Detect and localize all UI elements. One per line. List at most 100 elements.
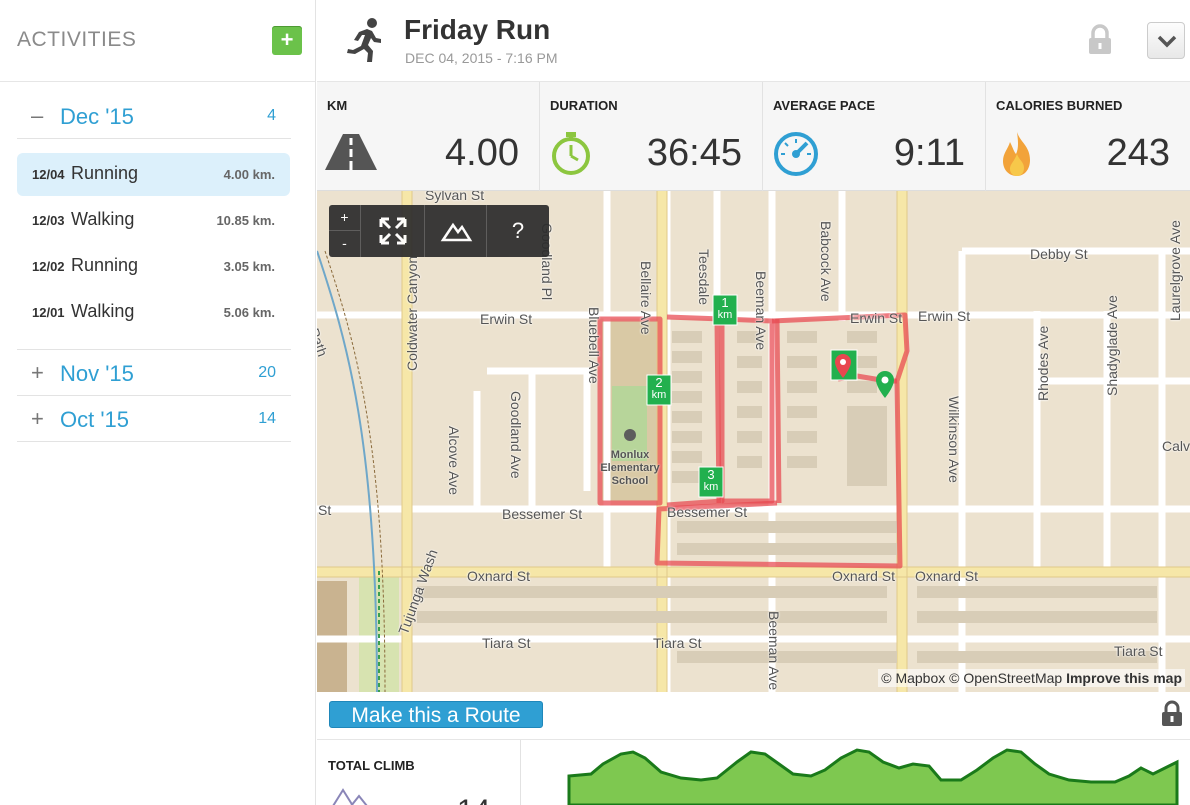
route-map[interactable]: Erwin St Erwin St Erwin St Bessemer St Besse… [317, 191, 1190, 692]
activity-item[interactable]: 12/01 Walking 5.06 km. [17, 291, 290, 334]
month-group-dec[interactable]: – Dec '15 4 [17, 93, 291, 139]
street-label: St [318, 502, 332, 518]
options-dropdown-button[interactable] [1147, 22, 1185, 59]
climb-label: TOTAL CLIMB [328, 758, 415, 773]
activity-type: Walking [71, 301, 135, 321]
activity-date: 12/01 [32, 305, 65, 320]
month-group-oct[interactable]: + Oct '15 14 [17, 396, 291, 442]
wash-lines [317, 250, 386, 692]
stat-label: CALORIES BURNED [996, 98, 1123, 113]
collapse-icon[interactable]: – [31, 103, 44, 128]
activity-item[interactable]: 12/03 Walking 10.85 km. [17, 199, 290, 242]
street-label: Bessemer St [502, 506, 583, 522]
activity-item[interactable]: 12/02 Running 3.05 km. [17, 245, 290, 288]
mapbox-attribution[interactable]: © Mapbox [881, 670, 946, 686]
make-route-button[interactable]: Make this a Route [329, 701, 543, 728]
elevation-chart[interactable] [521, 740, 1190, 805]
speedometer-icon [774, 132, 818, 176]
street-label: Debby St [1030, 246, 1088, 262]
stat-label: DURATION [550, 98, 618, 113]
street-label: Tiara St [482, 635, 531, 651]
km-number: 2 [655, 375, 663, 390]
month-group-nov[interactable]: + Nov '15 20 [17, 350, 291, 396]
map-canvas[interactable] [317, 191, 1190, 692]
stat-value: 9:11 [893, 132, 965, 174]
month-label[interactable]: Oct '15 [60, 407, 130, 432]
activity-item[interactable]: 12/04 Running 4.00 km. [17, 153, 290, 196]
km-marker-label: 3 km [699, 468, 723, 494]
mountains-icon [332, 788, 368, 805]
street-label: Babcock Ave [818, 221, 834, 302]
lock-icon[interactable] [1160, 700, 1184, 728]
km-unit: km [651, 389, 667, 401]
stat-distance: KM 4.00 [317, 82, 540, 191]
street-label: Goodland Ave [508, 391, 524, 479]
end-pin-dot [840, 359, 846, 365]
activity-date: 12/04 [32, 167, 65, 182]
runner-icon [347, 18, 381, 62]
stat-value: 243 [1106, 132, 1170, 174]
activity-date: 12/03 [32, 213, 65, 228]
start-pin-icon[interactable] [876, 371, 894, 398]
street-label: Beeman Ave [766, 611, 782, 691]
street-label: Bluebell Ave [586, 307, 602, 384]
street-label: Bessemer St [667, 504, 748, 520]
street-label: Oxnard St [467, 568, 531, 584]
school-field [612, 386, 647, 461]
fullscreen-icon [379, 217, 407, 245]
street-label: Erwin St [850, 310, 903, 326]
stat-calories: CALORIES BURNED 243 [986, 82, 1190, 191]
month-count: 20 [258, 364, 276, 381]
add-activity-button[interactable]: + [272, 26, 302, 55]
lock-icon[interactable] [1087, 24, 1113, 56]
mountain-icon [440, 222, 473, 242]
month-count: 4 [267, 107, 276, 124]
activity-type: Running [71, 255, 139, 275]
help-button[interactable]: ? [487, 205, 549, 257]
km-number: 3 [707, 467, 715, 482]
street-label: Tiara St [1114, 643, 1163, 659]
expand-icon[interactable]: + [31, 360, 44, 385]
map-toolbar: + - ? [329, 205, 549, 257]
km-number: 1 [721, 295, 729, 310]
km-unit: km [717, 309, 733, 321]
chevron-down-icon [1157, 35, 1177, 48]
osm-attribution[interactable]: © OpenStreetMap [949, 670, 1063, 686]
zoom-out-button[interactable]: - [329, 231, 361, 257]
wash-green [359, 571, 399, 692]
street-label: Bellaire Ave [638, 261, 654, 335]
help-icon: ? [511, 218, 525, 243]
elevation-section: TOTAL CLIMB 14 [317, 740, 1190, 805]
street-label: Tiara St [653, 635, 702, 651]
school-label: Monlux Elementary School [600, 449, 660, 487]
map-attribution: © Mapbox © OpenStreetMap Improve this ma… [878, 669, 1185, 687]
expand-icon[interactable]: + [31, 406, 44, 431]
buildings [417, 331, 1157, 663]
month-label[interactable]: Dec '15 [60, 104, 134, 129]
stat-label: AVERAGE PACE [773, 98, 876, 113]
stat-label: KM [327, 98, 348, 113]
road-icon [325, 134, 377, 170]
street-label: Oxnard St [915, 568, 979, 584]
month-count: 14 [258, 410, 276, 427]
street-label: Oxnard St [832, 568, 896, 584]
fullscreen-button[interactable] [361, 205, 425, 257]
route-path [597, 312, 910, 569]
activity-distance: 5.06 km. [223, 305, 275, 320]
improve-map-link[interactable]: Improve this map [1066, 670, 1182, 686]
street-label: Coldwater Canyon [404, 255, 420, 371]
stat-value: 4.00 [445, 132, 519, 174]
zoom-in-button[interactable]: + [329, 205, 361, 231]
stopwatch-icon [552, 132, 590, 175]
activity-datetime: DEC 04, 2015 - 7:16 PM [405, 50, 558, 66]
sidebar-title: ACTIVITIES [17, 28, 137, 51]
terrain-button[interactable] [425, 205, 487, 257]
km-marker-3 [698, 466, 724, 498]
street-label: Alcove Ave [446, 426, 462, 496]
month-label[interactable]: Nov '15 [60, 361, 134, 386]
street-label: Beeman Ave [753, 271, 769, 351]
start-pin-dot [881, 376, 889, 384]
end-pin-icon[interactable] [835, 354, 851, 378]
km-marker-label: 1 km [713, 296, 737, 322]
activity-title: Friday Run [404, 14, 551, 45]
